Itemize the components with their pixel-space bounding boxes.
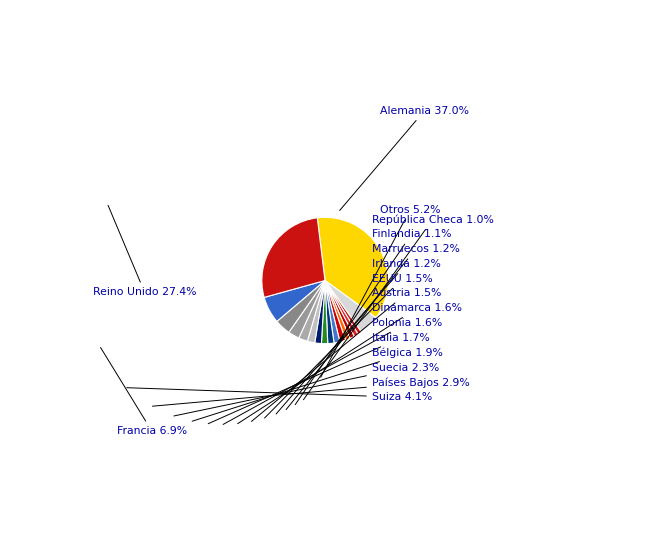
Wedge shape — [325, 280, 358, 337]
Text: Dinamarca 1.6%: Dinamarca 1.6% — [238, 303, 462, 424]
Text: Bélgica 1.9%: Bélgica 1.9% — [192, 348, 443, 421]
Wedge shape — [315, 280, 325, 344]
Text: EEUU 1.5%: EEUU 1.5% — [265, 273, 433, 418]
Text: Alemania 37.0%: Alemania 37.0% — [340, 106, 469, 211]
Wedge shape — [289, 280, 325, 338]
Wedge shape — [299, 280, 325, 341]
Text: Otros 5.2%: Otros 5.2% — [320, 205, 441, 377]
Text: Finlandia 1.1%: Finlandia 1.1% — [295, 229, 451, 405]
Wedge shape — [321, 280, 328, 344]
Text: Suiza 4.1%: Suiza 4.1% — [127, 388, 432, 402]
Wedge shape — [325, 280, 350, 340]
Text: Austria 1.5%: Austria 1.5% — [252, 288, 441, 421]
Wedge shape — [317, 217, 388, 318]
Text: República Checa 1.0%: República Checa 1.0% — [304, 214, 494, 400]
Wedge shape — [325, 280, 354, 338]
Text: Marruecos 1.2%: Marruecos 1.2% — [286, 244, 460, 410]
Text: http://www.foro-ciudad.com: http://www.foro-ciudad.com — [386, 529, 550, 541]
Wedge shape — [325, 280, 376, 332]
Text: Polonia 1.6%: Polonia 1.6% — [223, 318, 442, 425]
Text: Francia 6.9%: Francia 6.9% — [101, 348, 187, 436]
Wedge shape — [325, 280, 361, 334]
Text: Irlanda 1.2%: Irlanda 1.2% — [276, 258, 441, 414]
Wedge shape — [325, 280, 346, 342]
Text: Reino Unido 27.4%: Reino Unido 27.4% — [93, 205, 196, 298]
Text: Sa Pobla - Turistas extranjeros según país - Abril de 2024: Sa Pobla - Turistas extranjeros según pa… — [107, 13, 543, 29]
Text: Países Bajos 2.9%: Países Bajos 2.9% — [153, 377, 470, 406]
Wedge shape — [325, 280, 340, 343]
Text: Italia 1.7%: Italia 1.7% — [208, 333, 430, 424]
Wedge shape — [307, 280, 325, 343]
Text: Suecia 2.3%: Suecia 2.3% — [174, 362, 439, 416]
Wedge shape — [325, 280, 334, 344]
Wedge shape — [262, 218, 325, 298]
Wedge shape — [264, 280, 325, 321]
Wedge shape — [277, 280, 325, 332]
